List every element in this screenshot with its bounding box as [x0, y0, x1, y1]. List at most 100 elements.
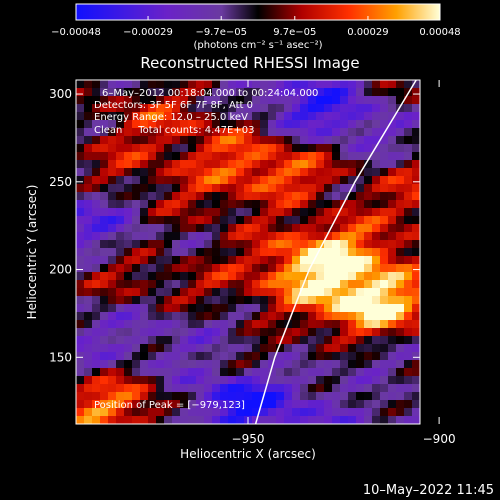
heatmap-cell — [412, 392, 420, 401]
heatmap-cell — [396, 184, 405, 193]
heatmap-cell — [156, 376, 165, 385]
heatmap-cell — [204, 240, 213, 249]
heatmap-cell — [100, 360, 109, 369]
heatmap-cell — [260, 240, 269, 249]
heatmap-cell — [228, 232, 237, 241]
heatmap-cell — [340, 184, 349, 193]
heatmap-cell — [348, 120, 357, 129]
heatmap-cell — [356, 376, 365, 385]
heatmap-cell — [164, 208, 173, 217]
heatmap-cell — [196, 296, 205, 305]
heatmap-cell — [332, 176, 341, 185]
heatmap-cell — [196, 88, 205, 97]
heatmap-cell — [396, 400, 405, 409]
heatmap-cell — [228, 304, 237, 313]
heatmap-cell — [220, 120, 229, 129]
heatmap-cell — [308, 240, 317, 249]
heatmap-cell — [372, 80, 381, 89]
heatmap-cell — [212, 136, 221, 145]
heatmap-cell — [188, 248, 197, 257]
heatmap-cell — [196, 168, 205, 177]
heatmap-cell — [332, 336, 341, 345]
heatmap-cell — [388, 200, 397, 209]
heatmap-cell — [212, 264, 221, 273]
heatmap-cell — [132, 208, 141, 217]
heatmap-cell — [180, 120, 189, 129]
heatmap-cell — [244, 144, 253, 153]
heatmap-cell — [252, 264, 261, 273]
heatmap-cell — [244, 280, 253, 289]
heatmap-cell — [100, 240, 109, 249]
heatmap-cell — [396, 256, 405, 265]
heatmap-cell — [172, 216, 181, 225]
heatmap-cell — [204, 312, 213, 321]
heatmap-cell — [132, 416, 141, 424]
heatmap-cell — [412, 160, 420, 169]
heatmap-cell — [244, 176, 253, 185]
heatmap-cell — [324, 392, 333, 401]
heatmap-cell — [380, 376, 389, 385]
heatmap-cell — [340, 160, 349, 169]
heatmap-cell — [404, 288, 413, 297]
heatmap-cell — [300, 320, 309, 329]
heatmap-cell — [116, 240, 125, 249]
heatmap-cell — [140, 216, 149, 225]
heatmap-cell — [404, 376, 413, 385]
footer-timestamp: 10–May–2022 11:45 — [363, 483, 494, 498]
heatmap-cell — [220, 400, 229, 409]
heatmap-cell — [188, 344, 197, 353]
heatmap-cell — [132, 168, 141, 177]
heatmap-cell — [412, 168, 420, 177]
heatmap-cell — [172, 152, 181, 161]
heatmap-cell — [252, 344, 261, 353]
heatmap-cell — [396, 144, 405, 153]
heatmap-cell — [276, 360, 285, 369]
heatmap-cell — [396, 336, 405, 345]
heatmap-cell — [116, 96, 125, 105]
heatmap-cell — [268, 192, 277, 201]
heatmap-cell — [284, 280, 293, 289]
heatmap-cell — [172, 232, 181, 241]
heatmap-cell — [388, 184, 397, 193]
heatmap-cell — [244, 240, 253, 249]
heatmap-cell — [308, 416, 317, 424]
heatmap-cell — [284, 416, 293, 424]
heatmap-cell — [252, 88, 261, 97]
heatmap-cell — [156, 400, 165, 409]
heatmap-cell — [300, 240, 309, 249]
heatmap-cell — [380, 312, 389, 321]
heatmap-cell — [212, 328, 221, 337]
heatmap-cell — [268, 232, 277, 241]
heatmap-cell — [404, 312, 413, 321]
heatmap-cell — [100, 272, 109, 281]
heatmap-cell — [396, 176, 405, 185]
heatmap-cell — [84, 104, 93, 113]
heatmap-cell — [388, 224, 397, 233]
heatmap-cell — [148, 376, 157, 385]
heatmap-cell — [220, 144, 229, 153]
heatmap-cell — [268, 208, 277, 217]
heatmap-cell — [132, 296, 141, 305]
heatmap-cell — [276, 232, 285, 241]
heatmap-cell — [108, 416, 117, 424]
heatmap-cell — [244, 168, 253, 177]
heatmap-cell — [148, 200, 157, 209]
heatmap-cell — [292, 384, 301, 393]
heatmap-cell — [276, 352, 285, 361]
heatmap-cell — [220, 224, 229, 233]
heatmap-cell — [372, 200, 381, 209]
heatmap-cell — [252, 128, 261, 137]
heatmap-cell — [92, 416, 101, 424]
heatmap-cell — [180, 88, 189, 97]
heatmap-cell — [284, 296, 293, 305]
heatmap-cell — [236, 144, 245, 153]
heatmap-cell — [348, 200, 357, 209]
heatmap-cell — [228, 408, 237, 417]
heatmap-cell — [148, 344, 157, 353]
heatmap-cell — [372, 112, 381, 121]
heatmap-cell — [172, 240, 181, 249]
heatmap-cell — [276, 272, 285, 281]
heatmap-cell — [284, 96, 293, 105]
heatmap-cell — [396, 296, 405, 305]
